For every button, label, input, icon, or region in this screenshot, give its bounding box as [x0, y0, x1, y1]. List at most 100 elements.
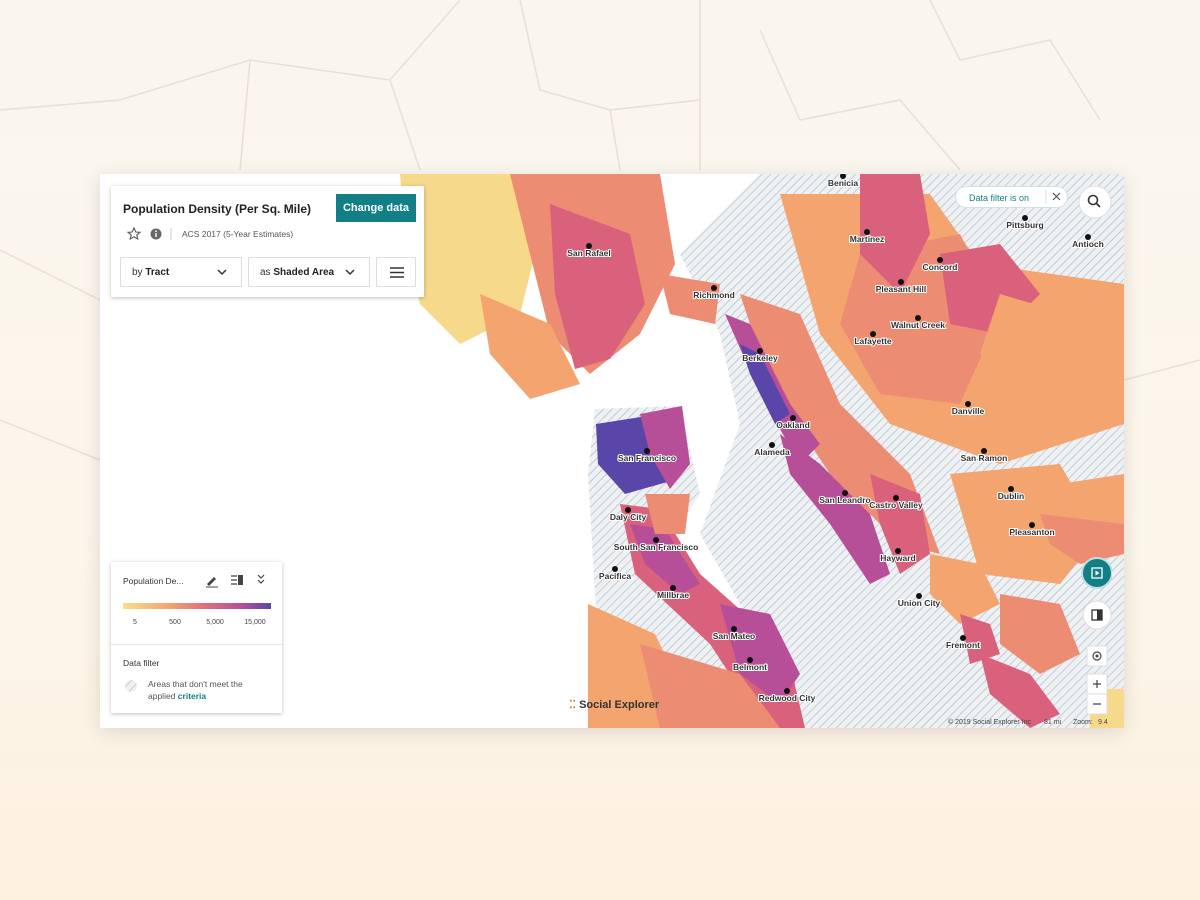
place-dot [1029, 522, 1035, 528]
place-dot [870, 331, 876, 337]
edit-icon[interactable] [207, 577, 216, 586]
place-label: Millbrae [657, 590, 689, 600]
filter-text: Areas that don't meet the applied criter… [148, 678, 268, 702]
place-label: San Rafael [567, 248, 610, 258]
panel-icons [127, 226, 172, 241]
place-dot [757, 348, 763, 354]
place-dot [864, 229, 870, 235]
place-dot [731, 626, 737, 632]
criteria-link[interactable]: criteria [177, 691, 207, 701]
collapse-icon[interactable] [257, 574, 265, 584]
place-label: Redwood City [759, 693, 816, 703]
place-dot [653, 537, 659, 543]
place-label: Belmont [733, 662, 767, 672]
copyright: © 2019 Social Explorer Inc [948, 719, 1031, 726]
place-dot [586, 243, 592, 249]
star-icon[interactable] [127, 226, 142, 241]
place-label: San Mateo [713, 631, 756, 641]
filter-title: Data filter [123, 658, 160, 668]
place-dot [790, 415, 796, 421]
place-label: Lafayette [854, 336, 892, 346]
place-dot [842, 490, 848, 496]
place-dot [895, 548, 901, 554]
place-dot [644, 448, 650, 454]
list-icon[interactable] [231, 575, 237, 585]
place-dot [625, 507, 631, 513]
place-dot [1085, 234, 1091, 240]
place-label: Benicia [828, 178, 859, 188]
geo-prefix: by [132, 267, 143, 278]
place-label: Pleasant Hill [876, 284, 927, 294]
place-label: Richmond [693, 290, 735, 300]
place-dot [981, 448, 987, 454]
legend-panel: Population De... 5 500 5,000 15,000 Data fi… [111, 562, 282, 713]
place-label: Pleasanton [1009, 527, 1054, 537]
place-label: San Leandro [819, 495, 870, 505]
land [400, 174, 1124, 728]
logo: ⁚⁚ Social Explorer [569, 699, 660, 711]
map-controls [1078, 186, 1112, 715]
map[interactable]: Benicia Martinez Pittsburg Antioch San Rafae… [100, 174, 1124, 728]
place-dot [784, 688, 790, 694]
logo-text: Social Explorer [579, 699, 660, 711]
hatch-swatch [125, 680, 137, 692]
place-label: South San Francisco [614, 542, 699, 552]
place-label: Antioch [1072, 239, 1104, 249]
place-dot [711, 285, 717, 291]
place-dot [747, 657, 753, 663]
place-dot [1008, 486, 1014, 492]
place-dot [965, 401, 971, 407]
geo-dropdown[interactable]: by Tract [120, 257, 242, 287]
place-dot [840, 174, 846, 179]
place-dot [1022, 215, 1028, 221]
legend-tick: 5,000 [206, 619, 224, 626]
place-label: Berkeley [742, 353, 778, 363]
legend-icons [206, 574, 265, 588]
menu-button[interactable] [376, 257, 416, 287]
place-label: Danville [952, 406, 985, 416]
zoom-label: Zoom: [1073, 719, 1093, 726]
place-dot [916, 593, 922, 599]
place-label: Walnut Creek [891, 320, 945, 330]
legend-tick: 500 [169, 619, 181, 626]
data-panel: Population Density (Per Sq. Mile) Change… [111, 186, 424, 297]
place-label: Pittsburg [1006, 220, 1043, 230]
panel-title: Population Density (Per Sq. Mile) [123, 202, 312, 216]
scale: 81 mi [1044, 719, 1062, 726]
viz-dropdown[interactable]: as Shaded Area [248, 257, 370, 287]
place-label: Hayward [880, 553, 915, 563]
place-dot [612, 566, 618, 572]
viz-value: Shaded Area [273, 267, 335, 278]
place-label: Union City [898, 598, 941, 608]
change-data-button[interactable]: Change data [336, 194, 416, 222]
place-label: San Francisco [618, 453, 676, 463]
place-dot [893, 495, 899, 501]
legend-tick: 15,000 [244, 619, 266, 626]
place-dot [960, 635, 966, 641]
place-label: Martinez [850, 234, 884, 244]
search-button[interactable] [1078, 186, 1112, 219]
place-dot [769, 442, 775, 448]
place-label: Fremont [946, 640, 980, 650]
zoom-value: 9.4 [1098, 719, 1108, 726]
badge-text: Data filter is on [969, 193, 1030, 203]
viz-prefix: as [260, 267, 271, 278]
place-label: Pacifica [599, 571, 631, 581]
data-filter-badge[interactable]: Data filter is on [955, 186, 1068, 208]
place-label: Concord [923, 262, 958, 272]
place-dot [937, 257, 943, 263]
geo-value: Tract [145, 267, 170, 278]
place-dot [898, 279, 904, 285]
legend-gradient [123, 603, 271, 609]
place-dot [670, 585, 676, 591]
place-label: Daly City [610, 512, 647, 522]
place-labels: Benicia Martinez Pittsburg Antioch San Rafae… [566, 174, 1105, 704]
data-source: ACS 2017 (5-Year Estimates) [182, 229, 294, 239]
filter-description: Areas that don't meet the applied [148, 679, 243, 701]
place-label: Castro Valley [869, 500, 923, 510]
map-card: Benicia Martinez Pittsburg Antioch San Rafae… [100, 174, 1124, 728]
place-label: San Ramon [961, 453, 1008, 463]
place-label: Oakland [776, 420, 810, 430]
